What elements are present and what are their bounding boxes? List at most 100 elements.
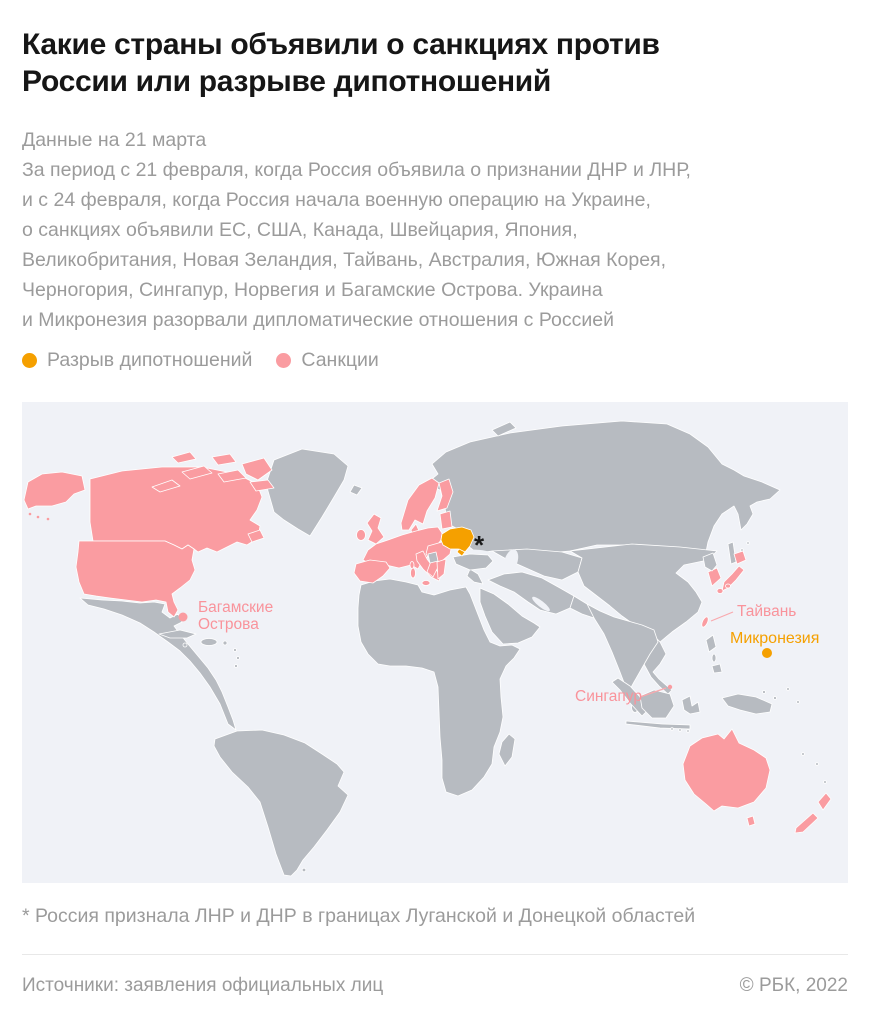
island-arctic [249,479,275,492]
island-bismarck [773,696,777,700]
island-madagascar [498,733,516,767]
region-serbia [427,551,439,564]
footnote: * Россия признала ЛНР и ДНР в границах Л… [22,905,696,927]
island-novaya-zemlya [491,421,517,437]
island-mindanao [711,663,723,674]
legend-item-diplomatic-break: Разрыв дипотношений [22,349,252,372]
island-pacific [815,762,819,766]
island-shikoku [725,583,731,589]
island-hokkaido [733,550,747,565]
countries-sanctions [23,451,832,834]
subtitle-line: о санкциях объявили ЕС, США, Канада, Шве… [22,219,578,241]
label-bahamas-line2: Острова [198,616,259,633]
island-java [625,720,691,730]
title-line-1: Какие страны объявили о санкциях против [22,28,660,61]
country-ukraine [440,526,475,553]
island-newfoundland [247,529,265,543]
region-baltics [439,510,453,530]
island-visayas [711,653,717,663]
legend: Разрыв дипотношений Санкции [22,349,848,372]
taiwan-leader-line [710,611,734,622]
country-south-korea [707,567,722,587]
island-arctic [151,479,181,493]
page-title: Какие страны объявили о санкциях против … [22,26,848,100]
country-new-zealand-north [817,792,832,811]
country-mexico-central-america [79,597,237,731]
countries-other-top [427,537,718,572]
region-afghanistan-pakistan [569,595,595,619]
region-crimea [456,548,466,557]
island-tasmania [746,815,756,827]
country-turkey [452,553,494,571]
island-corsica [409,561,415,569]
island-arctic [171,451,197,464]
island-antilles [234,664,238,668]
island-bismarck [762,690,766,694]
subtitle-line: Черногория, Сингапур, Норвегия и Багамск… [22,279,603,301]
region-arabia [479,587,541,645]
subtitle: Данные на 21 марта За период с 21 феврал… [22,125,848,335]
country-australia [682,728,771,812]
continent-africa [357,578,521,797]
countries-diplomatic-break [440,526,475,557]
country-usa [75,540,196,618]
island-aleutians [46,517,50,521]
country-greece [436,558,447,580]
title-line-2: России или разрыве дипотношений [22,65,552,98]
island-antilles [236,656,240,660]
island-kyushu [716,588,724,594]
label-singapore: Сингапур [575,688,642,705]
label-taiwan: Тайвань [737,603,796,620]
footer-source: Источники: заявления официальных лиц [22,975,384,996]
country-taiwan [701,616,709,628]
subtitle-line: Великобритания, Новая Зеландия, Тайвань,… [22,249,667,271]
region-scandinavia [400,477,440,531]
russia-footnote-marker: * [474,530,485,560]
island-arctic [181,465,213,480]
legend-label: Разрыв дипотношений [47,349,253,371]
island-sumatra [611,677,649,717]
map-annotations: * Багамские Острова Тайвань Микронезия С… [198,530,819,705]
island-aleutians [36,515,40,519]
island-pacific [786,687,790,691]
country-ireland [356,529,366,541]
island-aleutians [28,512,32,516]
subtitle-line: За период с 21 февраля, когда Россия объ… [22,159,691,181]
micronesia-dot [762,648,772,658]
island-fiji [823,780,827,784]
world-map: * Багамские Острова Тайвань Микронезия С… [22,402,848,883]
island-arctic [217,469,247,483]
legend-item-sanctions: Санкции [276,349,379,372]
island-hispaniola [200,638,218,646]
island-sicily [421,580,431,586]
island-lesser-sunda [670,727,674,731]
singapore-leader-line [639,687,667,698]
island-arctic [211,453,237,466]
footer-copyright: © РБК, 2022 [739,975,848,996]
legend-label: Санкции [301,349,379,371]
region-iberia [353,559,391,584]
persian-gulf [532,596,550,612]
countries-other [79,420,827,877]
island-pacific [796,700,800,704]
island-baffin [241,457,273,481]
region-alaska [23,471,86,510]
country-greenland [265,448,349,537]
caspian-sea [503,549,519,573]
country-finland [436,478,454,512]
country-uk [366,513,385,545]
island-falklands [301,867,307,873]
island-lesser-sunda [678,728,682,732]
island-new-guinea [721,693,773,715]
footer: Источники: заявления официальных лиц © Р… [22,955,848,1025]
island-lesser-sunda [686,729,690,733]
island-sulawesi [681,695,701,715]
island-new-caledonia [801,752,805,756]
island-kurils [746,541,750,545]
country-india [586,603,659,694]
label-bahamas-line1: Багамские [198,599,273,616]
label-micronesia: Микронезия [730,630,819,647]
country-iceland [349,484,363,496]
island-puerto-rico [222,640,228,646]
